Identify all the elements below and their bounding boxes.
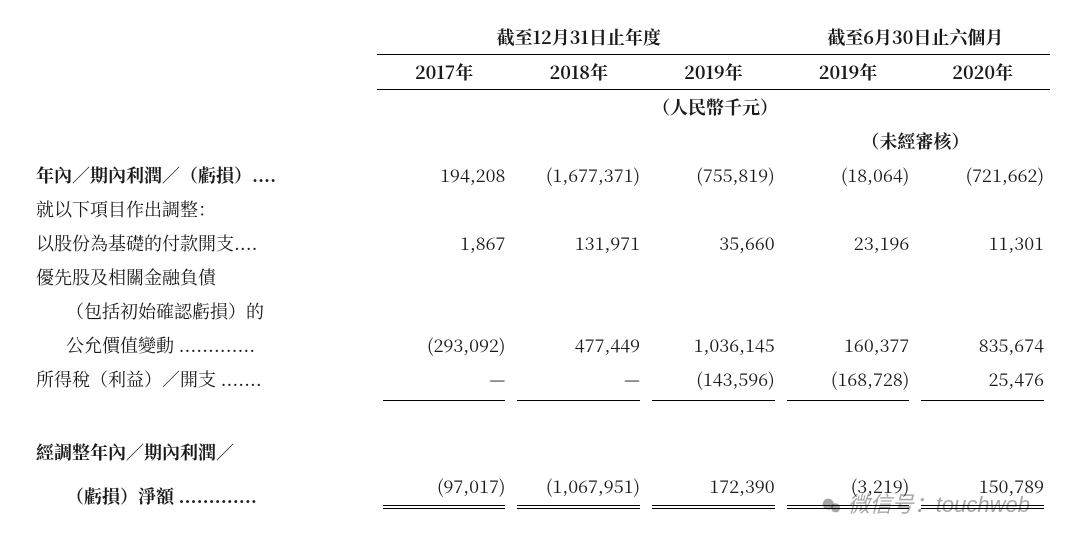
currency-unit-label: （人民幣千元）: [646, 90, 781, 125]
financial-table-container: 截至12月31日止年度 截至6月30日止六個月 2017年 2018年 2019…: [30, 20, 1050, 513]
cell-profit-2017: 194,208: [377, 158, 512, 192]
row-income-tax: 所得稅（利益）／開支 ....... — — (143,596) (168,72…: [30, 362, 1050, 396]
label-adjusted-heading: 經調整年內／期內利潤／: [30, 435, 377, 469]
row-pref-shares-line1: 優先股及相關金融負債: [30, 260, 1050, 294]
cell-profit-2018: (1,677,371): [511, 158, 646, 192]
cell-share-2019b: 23,196: [781, 226, 916, 260]
cell-fv-2017: (293,092): [377, 328, 512, 362]
unaudited-label: （未經審核）: [781, 124, 1050, 158]
cell-share-2020: 11,301: [915, 226, 1050, 260]
unaudited-row: （未經審核）: [30, 124, 1050, 158]
label-adjusted-net: （虧損）淨額 .............: [30, 469, 377, 513]
row-share-payment: 以股份為基礎的付款開支.... 1,867 131,971 35,660 23,…: [30, 226, 1050, 260]
col-2018: 2018年: [511, 55, 646, 90]
year-header-row: 2017年 2018年 2019年 2019年 2020年: [30, 55, 1050, 90]
cell-tax-2018: —: [511, 362, 646, 396]
cell-profit-2019a: (755,819): [646, 158, 781, 192]
cell-share-2018: 131,971: [511, 226, 646, 260]
label-fair-value: 公允價值變動 .............: [30, 328, 377, 362]
row-adjusted-net: （虧損）淨額 ............. (97,017) (1,067,951…: [30, 469, 1050, 513]
col-2017: 2017年: [377, 55, 512, 90]
cell-fv-2020: 835,674: [915, 328, 1050, 362]
cell-share-2017: 1,867: [377, 226, 512, 260]
row-pref-shares-line2: （包括初始確認虧損）的: [30, 294, 1050, 328]
period-group-row: 截至12月31日止年度 截至6月30日止六個月: [30, 20, 1050, 55]
cell-share-2019a: 35,660: [646, 226, 781, 260]
row-adjusted-heading: 經調整年內／期內利潤／: [30, 435, 1050, 469]
col-2019a: 2019年: [646, 55, 781, 90]
row-subtotal-rule: [30, 396, 1050, 435]
unit-row: （人民幣千元）: [30, 90, 1050, 125]
row-fair-value: 公允價值變動 ............. (293,092) 477,449 1…: [30, 328, 1050, 362]
cell-tax-2019b: (168,728): [781, 362, 916, 396]
cell-tax-2019a: (143,596): [646, 362, 781, 396]
row-adjust-heading: 就以下項目作出調整：: [30, 192, 1050, 226]
cell-profit-2019b: (18,064): [781, 158, 916, 192]
label-income-tax: 所得稅（利益）／開支 .......: [30, 362, 377, 396]
cell-fv-2018: 477,449: [511, 328, 646, 362]
label-profit-loss: 年內／期內利潤／（虧損）....: [30, 158, 377, 192]
cell-fv-2019a: 1,036,145: [646, 328, 781, 362]
annual-period-header: 截至12月31日止年度: [377, 20, 781, 55]
label-pref-shares-2: （包括初始確認虧損）的: [30, 294, 377, 328]
six-month-period-header: 截至6月30日止六個月: [781, 20, 1050, 55]
financial-table: 截至12月31日止年度 截至6月30日止六個月 2017年 2018年 2019…: [30, 20, 1050, 513]
label-pref-shares-1: 優先股及相關金融負債: [30, 260, 377, 294]
cell-fv-2019b: 160,377: [781, 328, 916, 362]
cell-tax-2017: —: [377, 362, 512, 396]
col-2019b: 2019年: [781, 55, 916, 90]
label-adjust-heading: 就以下項目作出調整：: [30, 192, 377, 226]
label-share-payment: 以股份為基礎的付款開支....: [30, 226, 377, 260]
row-profit-loss: 年內／期內利潤／（虧損）.... 194,208 (1,677,371) (75…: [30, 158, 1050, 192]
cell-profit-2020: (721,662): [915, 158, 1050, 192]
col-2020: 2020年: [915, 55, 1050, 90]
cell-tax-2020: 25,476: [915, 362, 1050, 396]
